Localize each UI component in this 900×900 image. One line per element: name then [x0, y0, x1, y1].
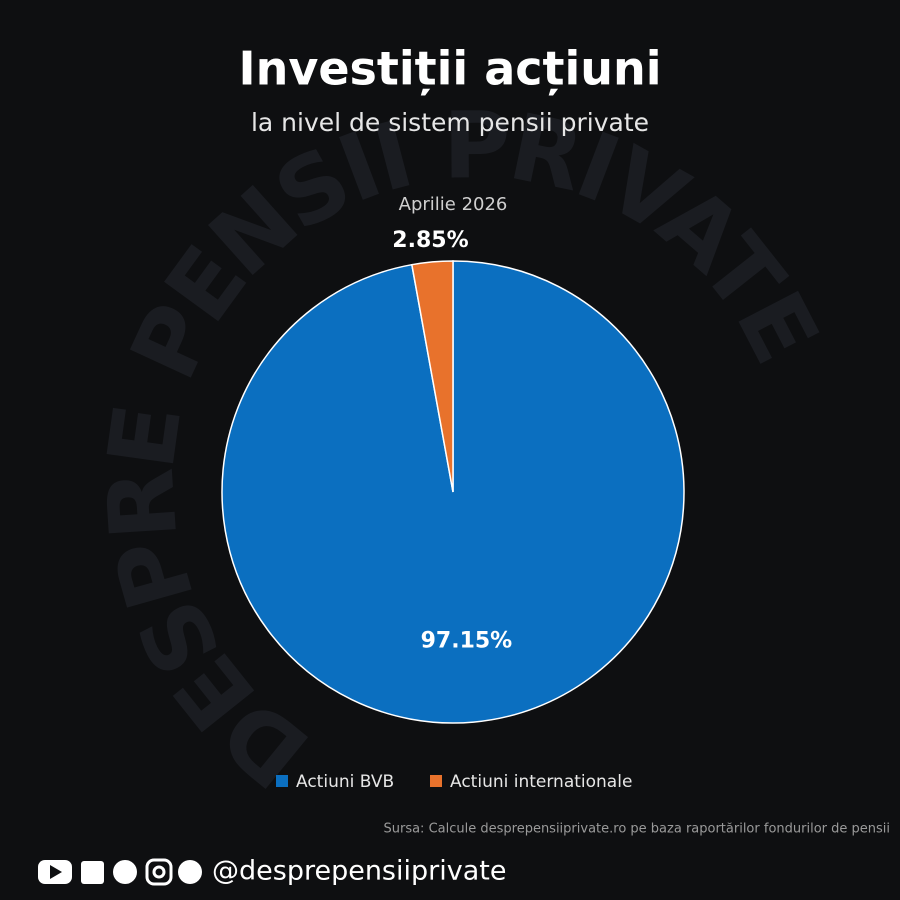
annotation: Aprilie 2026	[399, 194, 508, 215]
legend-swatch	[430, 775, 442, 787]
legend-label: Actiuni internationale	[450, 772, 632, 792]
social-icons	[38, 858, 202, 886]
facebook-icon	[113, 860, 137, 884]
pie-slice	[410, 260, 454, 493]
legend-label: Actiuni BVB	[296, 772, 394, 792]
chart-subtitle: la nivel de sistem pensii private	[251, 108, 649, 137]
source-note: Sursa: Calcule desprepensiiprivate.ro pe…	[383, 822, 890, 837]
value-label: 2.85%	[392, 228, 468, 253]
instagram-icon	[145, 858, 173, 886]
instagram-lens	[152, 865, 166, 879]
youtube-play	[50, 865, 62, 879]
handle: @desprepensiiprivate	[212, 856, 506, 887]
linkedin-icon	[81, 861, 104, 884]
legend-swatch	[276, 775, 288, 787]
value-label: 97.15%	[421, 629, 513, 654]
tiktok-icon	[178, 860, 202, 884]
chart-title: Investiții acțiuni	[238, 42, 661, 96]
